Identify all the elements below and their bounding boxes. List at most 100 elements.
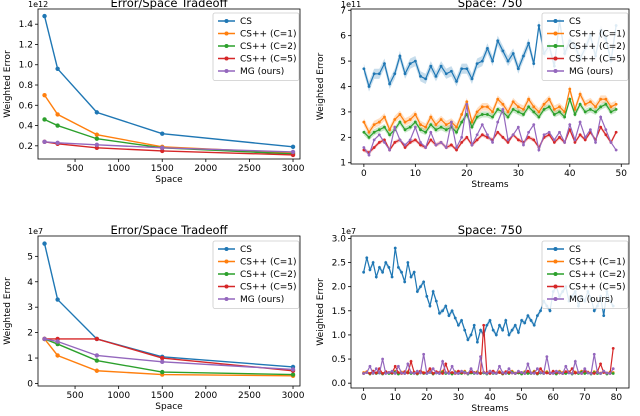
- data-point: [400, 270, 403, 274]
- data-point: [377, 72, 381, 76]
- legend-label: CS++ (C=2): [569, 270, 626, 280]
- data-point: [449, 69, 453, 73]
- data-point: [526, 314, 530, 318]
- data-point: [94, 368, 100, 373]
- data-point: [496, 120, 500, 124]
- data-point: [472, 371, 476, 375]
- data-point: [469, 370, 473, 374]
- data-point: [408, 138, 412, 142]
- data-point: [485, 372, 489, 375]
- data-point: [381, 270, 384, 274]
- legend-marker: [553, 284, 558, 289]
- data-point: [388, 128, 392, 132]
- data-point: [55, 297, 60, 302]
- data-point: [444, 371, 448, 374]
- data-point: [482, 371, 486, 374]
- data-point: [475, 62, 479, 66]
- data-point: [599, 372, 602, 375]
- data-point: [439, 118, 443, 121]
- data-point: [450, 364, 454, 368]
- data-point: [491, 141, 494, 144]
- data-point: [608, 372, 612, 375]
- data-point: [482, 323, 486, 327]
- data-point: [398, 113, 402, 116]
- legend-box: [541, 12, 629, 81]
- data-point: [377, 128, 381, 132]
- data-point: [488, 372, 492, 375]
- data-point: [558, 130, 561, 134]
- data-point: [368, 268, 372, 272]
- data-point: [466, 338, 470, 342]
- data-point: [568, 123, 572, 127]
- data-point: [424, 130, 428, 134]
- data-point: [527, 41, 531, 45]
- data-point: [444, 362, 448, 366]
- data-point: [480, 113, 484, 116]
- data-point: [552, 107, 556, 111]
- data-point: [460, 67, 464, 71]
- data-point: [457, 372, 460, 375]
- data-point: [160, 148, 165, 154]
- legend-marker: [553, 247, 558, 251]
- data-point: [362, 120, 366, 124]
- y-tick-label: 0.5: [332, 355, 346, 365]
- data-point: [425, 294, 429, 298]
- y-tick-label: 7: [340, 6, 346, 16]
- data-point: [94, 145, 100, 151]
- data-point: [480, 123, 484, 127]
- data-point: [614, 107, 618, 111]
- legend-marker: [224, 247, 229, 251]
- data-point: [403, 72, 407, 76]
- data-point: [522, 54, 525, 58]
- data-point: [455, 146, 458, 149]
- data-point: [447, 314, 451, 318]
- data-point: [529, 319, 533, 322]
- data-point: [573, 113, 577, 116]
- data-point: [504, 372, 508, 375]
- data-point: [573, 138, 577, 142]
- data-point: [362, 146, 366, 149]
- data-point: [362, 67, 366, 71]
- data-point: [520, 371, 523, 374]
- data-point: [431, 372, 435, 375]
- legend-label: CS++ (C=2): [240, 270, 297, 280]
- chart-2: Space: 750 1e11 0 10 20 30 40 50 1 2 3 4 5 6 7 Streams W…: [316, 0, 630, 190]
- legend: CS CS++ (C=1) CS++ (C=2) CS++ (C=5) MG (ours…: [541, 12, 629, 81]
- data-point: [532, 62, 536, 66]
- data-point: [441, 372, 445, 375]
- data-point: [480, 133, 484, 137]
- data-point: [506, 59, 510, 63]
- data-point: [94, 110, 100, 115]
- data-point: [605, 371, 609, 375]
- data-point: [596, 371, 599, 374]
- data-point: [94, 136, 100, 141]
- data-point: [547, 130, 551, 134]
- data-point: [573, 141, 577, 144]
- legend-marker: [553, 297, 558, 301]
- x-tick-label: 20: [461, 169, 473, 179]
- data-point: [494, 333, 498, 337]
- axes-frame: [350, 8, 630, 165]
- x-tick-label: 50: [616, 169, 628, 179]
- chart-title: Space: 750: [458, 0, 523, 10]
- data-point: [365, 256, 369, 260]
- legend-marker: [553, 31, 558, 36]
- data-point: [383, 125, 386, 129]
- data-point: [441, 309, 445, 313]
- chart-title: Error/Space Tradeoff: [110, 223, 228, 237]
- data-point: [532, 138, 536, 142]
- data-point: [368, 372, 372, 375]
- x-tick-label: 40: [564, 169, 576, 179]
- x-tick-label: 2000: [194, 391, 217, 401]
- data-point: [381, 372, 384, 375]
- chart-title: Error/Space Tradeoff: [110, 0, 228, 10]
- data-point: [588, 107, 592, 111]
- data-point: [604, 133, 608, 137]
- data-point: [42, 92, 47, 98]
- x-tick-label: 3000: [282, 164, 305, 174]
- legend-label: CS++ (C=5): [240, 55, 297, 65]
- data-point: [506, 138, 510, 142]
- x-tick-label: 500: [66, 164, 83, 174]
- data-point: [415, 369, 419, 373]
- data-point: [367, 85, 371, 88]
